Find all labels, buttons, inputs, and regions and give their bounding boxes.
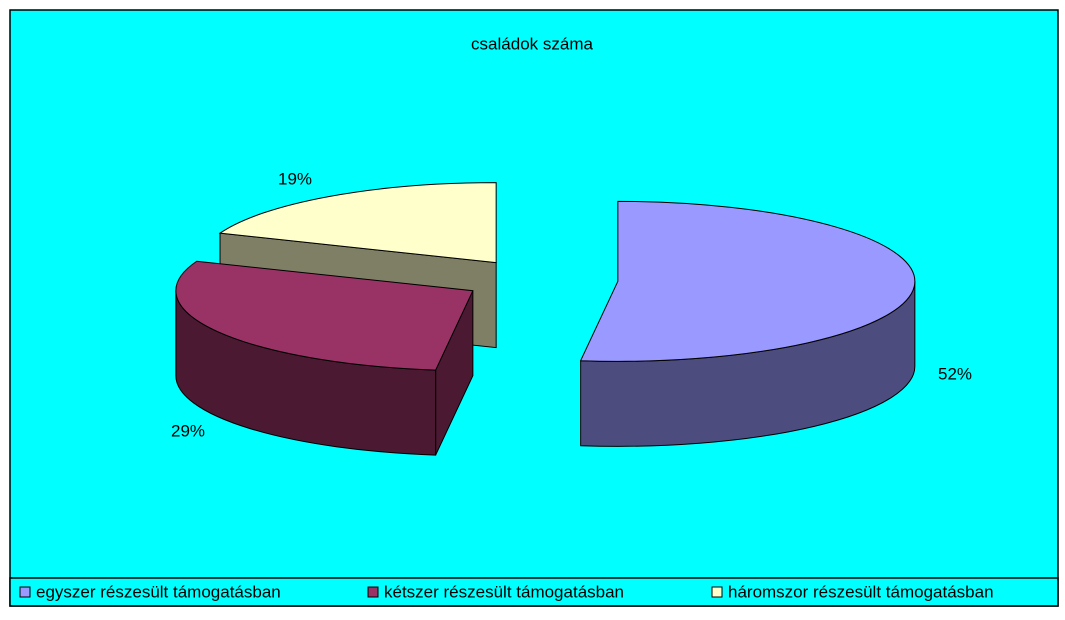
slice (175, 260, 474, 371)
legend-box (9, 577, 1059, 607)
slice (579, 200, 916, 362)
legend-swatch (711, 586, 723, 598)
slice (218, 182, 497, 264)
legend-swatch (367, 586, 379, 598)
legend-label: kétszer részesült támogatásban (384, 582, 624, 601)
legend-label: egyszer részesült támogatásban (36, 582, 281, 601)
data-label: 29% (171, 421, 205, 440)
legend-label: háromszor részesült támogatásban (728, 582, 994, 601)
chart-title: családok száma (471, 34, 593, 53)
data-label: 52% (938, 364, 972, 383)
legend-swatch (19, 586, 31, 598)
data-label: 19% (278, 169, 312, 188)
